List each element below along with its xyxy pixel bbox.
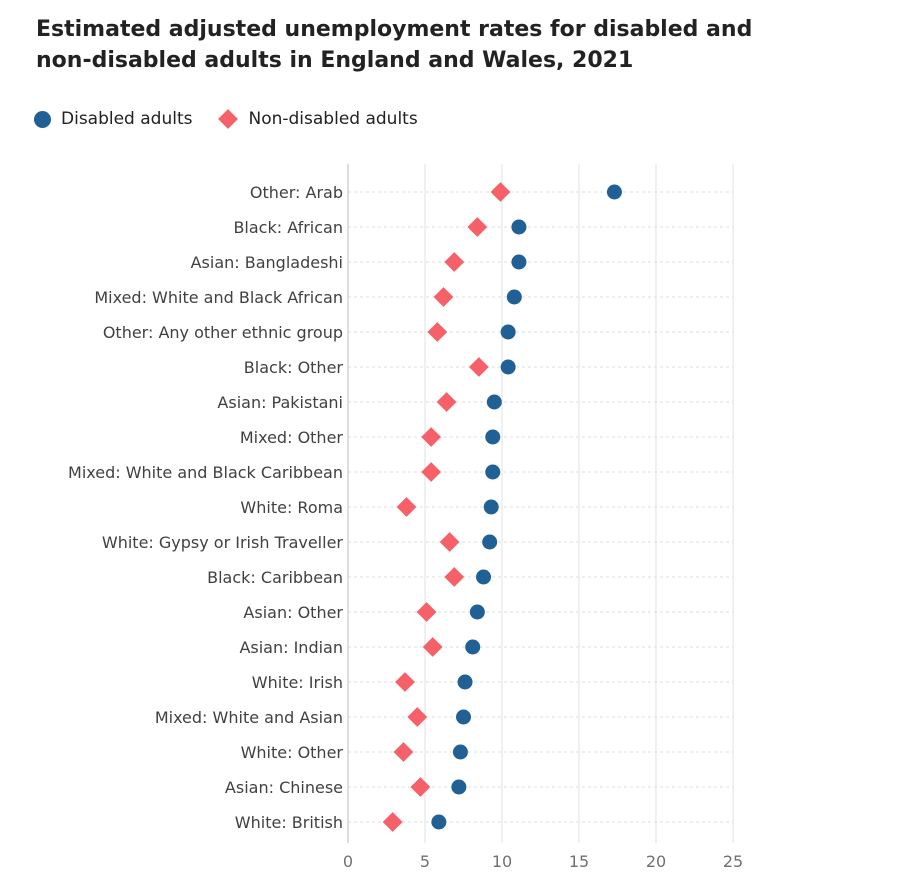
non-disabled-point (436, 392, 457, 412)
category-label: White: British (235, 813, 343, 832)
disabled-point (500, 359, 516, 375)
non-disabled-point (427, 322, 448, 342)
non-disabled-point (410, 777, 431, 797)
disabled-point (606, 184, 622, 200)
circle-marker-icon (34, 110, 51, 128)
x-tick-label: 0 (343, 852, 353, 871)
category-label: Black: African (233, 218, 343, 237)
non-disabled-point (439, 532, 460, 552)
chart-title: Estimated adjusted unemployment rates fo… (36, 17, 753, 73)
non-disabled-point (421, 427, 442, 447)
non-disabled-point (444, 567, 465, 587)
non-disabled-point (490, 182, 511, 202)
category-label: Mixed: Other (240, 428, 344, 447)
legend-item-disabled: Disabled adults (34, 109, 192, 129)
disabled-point (465, 639, 481, 655)
x-tick-label: 5 (420, 852, 430, 871)
category-label: Other: Arab (250, 183, 343, 202)
category-label: White: Irish (252, 673, 343, 692)
x-tick-label: 15 (569, 852, 589, 871)
category-label: Asian: Indian (239, 638, 343, 657)
x-tick-label: 10 (492, 852, 512, 871)
category-label: Black: Other (244, 358, 344, 377)
diamond-marker-icon (218, 109, 239, 129)
category-label: White: Gypsy or Irish Traveller (102, 533, 344, 552)
disabled-point (511, 254, 527, 270)
category-label: Asian: Chinese (225, 778, 343, 797)
disabled-point (451, 779, 467, 795)
non-disabled-point (433, 287, 454, 307)
non-disabled-point (421, 462, 442, 482)
dot-plot-chart: 0 5 10 15 20 25 Other: Arab Black: African Asian… (68, 164, 743, 871)
non-disabled-point (467, 217, 488, 237)
non-disabled-point (382, 812, 403, 832)
category-label: Other: Any other ethnic group (103, 323, 343, 342)
category-label: Mixed: White and Asian (155, 708, 343, 727)
disabled-point (431, 814, 447, 830)
category-label: Asian: Bangladeshi (191, 253, 343, 272)
disabled-point (483, 499, 499, 515)
category-label: Black: Caribbean (207, 568, 343, 587)
category-label: Asian: Other (243, 603, 343, 622)
x-tick-label: 20 (646, 852, 666, 871)
non-disabled-point (395, 672, 415, 692)
non-disabled-point (393, 742, 414, 762)
non-disabled-point (416, 602, 437, 622)
category-label: White: Other (241, 743, 344, 762)
legend-label-disabled: Disabled adults (61, 109, 193, 129)
disabled-point (485, 464, 501, 480)
disabled-point (476, 569, 492, 585)
disabled-point (457, 674, 473, 690)
x-tick-label: 25 (723, 852, 743, 871)
category-label: Mixed: White and Black African (94, 288, 343, 307)
non-disabled-point (422, 637, 443, 657)
category-label: Asian: Pakistani (217, 393, 343, 412)
disabled-point (500, 324, 516, 340)
legend-item-non-disabled: Non-disabled adults (218, 109, 418, 129)
non-disabled-point (444, 252, 465, 272)
disabled-point (482, 534, 498, 550)
category-label: White: Roma (240, 498, 343, 517)
legend-label-non-disabled: Non-disabled adults (248, 109, 418, 129)
legend: Disabled adults Non-disabled adults (34, 106, 444, 132)
disabled-point (485, 429, 501, 445)
non-disabled-point (396, 497, 417, 517)
disabled-point (506, 289, 522, 305)
disabled-point (486, 394, 502, 410)
disabled-point (456, 709, 471, 725)
disabled-point (511, 219, 527, 235)
non-disabled-point (407, 707, 428, 727)
disabled-point (452, 744, 468, 760)
category-label: Mixed: White and Black Caribbean (68, 463, 343, 482)
disabled-point (469, 604, 485, 620)
non-disabled-point (469, 357, 489, 377)
